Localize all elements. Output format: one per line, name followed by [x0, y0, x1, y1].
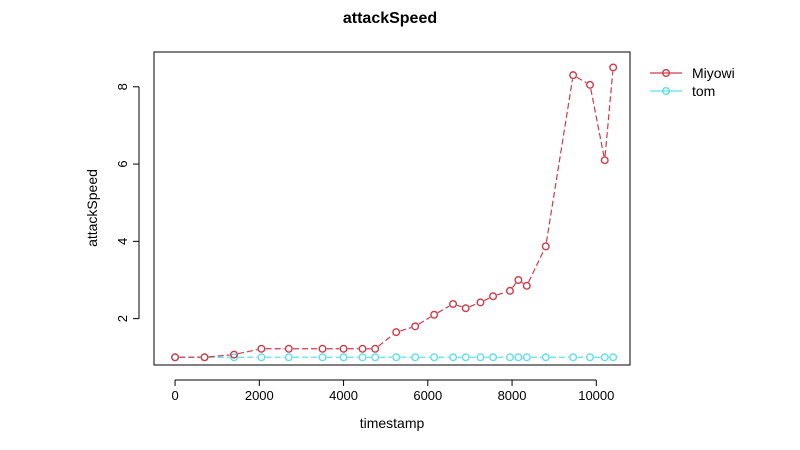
x-tick-label: 4000: [329, 388, 358, 403]
data-point-miyowi: [392, 328, 401, 337]
x-axis-label: timestamp: [360, 415, 425, 431]
data-point-tom: [505, 353, 514, 362]
x-tick-label: 10000: [578, 388, 614, 403]
series-line-segment-miyowi: [238, 349, 258, 355]
series-layer: [171, 63, 618, 362]
data-point-miyowi: [200, 353, 209, 362]
data-point-tom: [461, 353, 470, 362]
data-point-tom: [371, 353, 380, 362]
data-point-miyowi: [339, 344, 348, 353]
legend-label: tom: [692, 83, 715, 99]
y-tick-label: 8: [115, 83, 130, 90]
chart-title: attackSpeed: [343, 10, 437, 27]
data-point-tom: [339, 353, 348, 362]
data-point-tom: [600, 353, 609, 362]
data-point-tom: [514, 353, 523, 362]
data-point-tom: [392, 353, 401, 362]
data-point-tom: [585, 353, 594, 362]
data-point-miyowi: [505, 286, 514, 295]
plot-frame: [153, 51, 631, 366]
data-point-miyowi: [411, 322, 420, 331]
data-point-tom: [411, 353, 420, 362]
data-point-tom: [541, 353, 550, 362]
data-point-miyowi: [609, 63, 618, 72]
series-tom: [171, 353, 618, 362]
series-line-segment-miyowi: [418, 316, 431, 325]
legend-swatch-marker: [662, 68, 671, 77]
data-point-miyowi: [230, 350, 239, 359]
x-axis: 0 2000 4000 6000 8000 10000: [171, 379, 614, 403]
data-point-miyowi: [318, 344, 327, 353]
data-point-miyowi: [541, 242, 550, 251]
data-point-miyowi: [569, 71, 578, 80]
series-line-segment-miyowi: [528, 249, 545, 283]
data-point-tom: [358, 353, 367, 362]
legend-swatch-marker: [662, 86, 671, 95]
data-point-tom: [430, 353, 439, 362]
data-point-miyowi: [430, 310, 439, 319]
legend: Miyowi tom: [650, 65, 735, 99]
legend-item-miyowi: Miyowi: [650, 65, 735, 81]
x-tick-label: 0: [171, 388, 178, 403]
series-line-segment-miyowi: [604, 71, 614, 157]
data-point-tom: [318, 353, 327, 362]
data-point-tom: [522, 353, 531, 362]
series-line-segment-miyowi: [576, 76, 587, 84]
series-line-segment-miyowi: [483, 297, 490, 302]
series-miyowi: [171, 63, 618, 362]
y-axis-label: attackSpeed: [84, 169, 100, 247]
y-axis: 2 4 6 8: [115, 83, 140, 322]
data-point-tom: [257, 353, 266, 362]
x-tick-label: 6000: [413, 388, 442, 403]
data-point-miyowi: [461, 304, 470, 313]
data-point-miyowi: [600, 156, 609, 165]
data-point-tom: [476, 353, 485, 362]
series-line-segment-miyowi: [456, 304, 462, 308]
legend-item-tom: tom: [650, 83, 715, 99]
data-point-miyowi: [371, 344, 380, 353]
y-tick-label: 6: [115, 160, 130, 167]
data-point-miyowi: [514, 275, 523, 284]
data-point-miyowi: [171, 353, 180, 362]
data-point-miyowi: [522, 281, 531, 290]
series-line-segment-miyowi: [208, 354, 230, 358]
series-line-segment-miyowi: [400, 327, 412, 332]
series-line-segment-miyowi: [378, 334, 394, 347]
series-line-segment-miyowi: [521, 281, 524, 284]
series-line-segment-miyowi: [590, 88, 605, 157]
data-point-tom: [230, 353, 239, 362]
data-point-miyowi: [284, 344, 293, 353]
series-line-segment-miyowi: [496, 291, 507, 296]
x-tick-label: 2000: [245, 388, 274, 403]
series-line-segment-miyowi: [437, 305, 450, 314]
data-point-tom: [284, 353, 293, 362]
series-line-segment-miyowi: [512, 282, 517, 288]
y-tick-label: 2: [115, 315, 130, 322]
data-point-miyowi: [358, 344, 367, 353]
data-point-miyowi: [449, 299, 458, 308]
y-tick-label: 4: [115, 238, 130, 245]
data-point-tom: [609, 353, 618, 362]
data-point-tom: [489, 353, 498, 362]
data-point-miyowi: [257, 344, 266, 353]
series-line-segment-miyowi: [469, 303, 477, 308]
series-line-segment-miyowi: [545, 79, 574, 243]
data-point-miyowi: [476, 298, 485, 307]
x-tick-label: 8000: [498, 388, 527, 403]
legend-label: Miyowi: [692, 65, 735, 81]
data-point-tom: [569, 353, 578, 362]
data-point-miyowi: [585, 80, 594, 89]
data-point-tom: [449, 353, 458, 362]
data-point-miyowi: [489, 292, 498, 301]
